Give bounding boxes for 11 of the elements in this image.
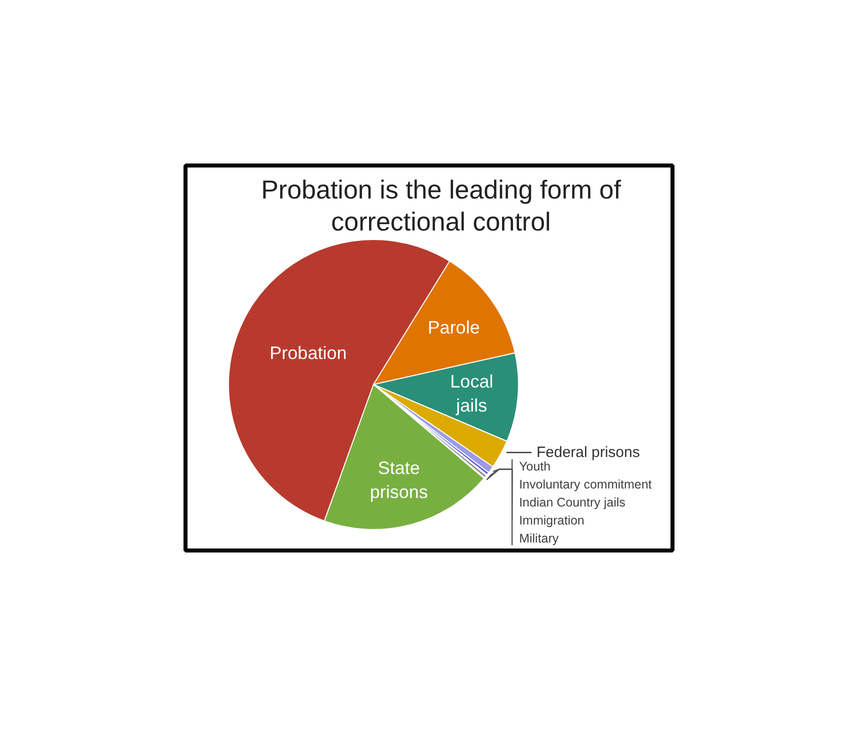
slice-label: Youth	[519, 459, 551, 474]
slice-label: Involuntary commitment	[519, 477, 652, 492]
slice-label: Parole	[428, 317, 480, 338]
slice-label: Local jails	[450, 371, 494, 416]
slice-label: State prisons	[370, 458, 428, 502]
slice-label: Federal prisons	[536, 444, 640, 461]
slice-label: Military	[519, 531, 560, 546]
slice-label: Indian Country jails	[519, 495, 626, 510]
slice-label: Probation	[270, 343, 347, 364]
chart-title: Probation is the leading form of correctional control	[261, 174, 622, 236]
slice-label: Immigration	[519, 513, 584, 528]
